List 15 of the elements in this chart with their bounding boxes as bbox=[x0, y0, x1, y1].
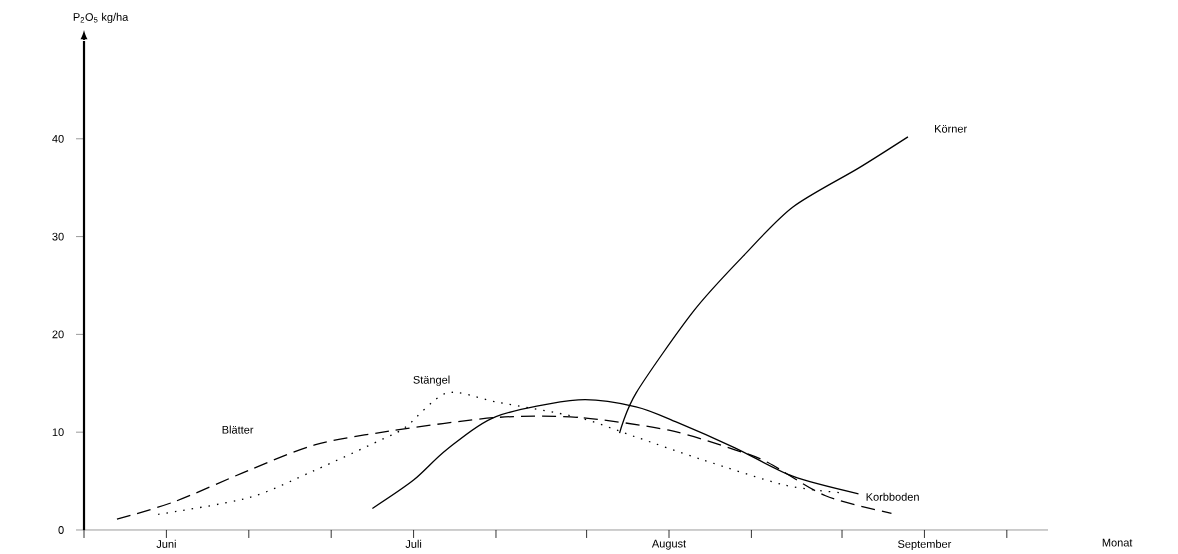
x-tick-label: Juli bbox=[405, 539, 422, 548]
x-tick-label: August bbox=[651, 539, 687, 550]
y-tick-label: 0 bbox=[58, 526, 64, 534]
text: Blätter bbox=[222, 425, 254, 434]
x-tick-label: September bbox=[898, 539, 952, 551]
x-axis-title: Monat bbox=[1102, 538, 1133, 547]
x-tick-label: Juni bbox=[156, 539, 176, 548]
series-label: Stängel bbox=[413, 375, 450, 386]
series-label: Korbboden bbox=[866, 492, 919, 501]
y-tick-label: 30 bbox=[52, 232, 64, 241]
y-tick-label: 10 bbox=[52, 428, 64, 437]
text: Körner bbox=[935, 125, 967, 133]
y-axis-title: P$_{2}$O$_{5}$ kg/ha bbox=[73, 12, 129, 24]
y-tick-label: 40 bbox=[52, 134, 64, 143]
y-tick-label: 20 bbox=[52, 330, 64, 339]
